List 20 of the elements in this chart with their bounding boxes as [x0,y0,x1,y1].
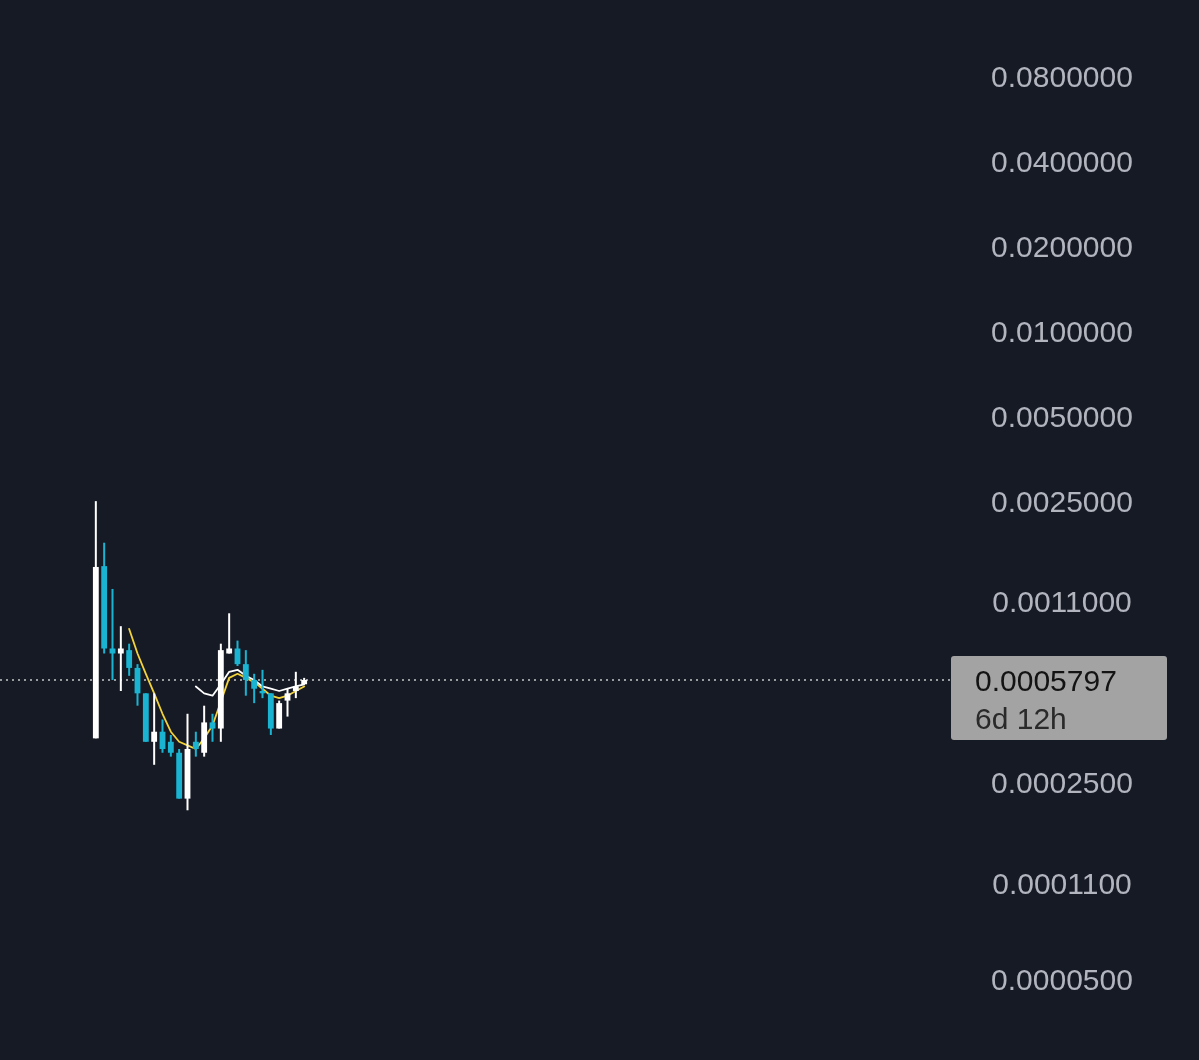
y-tick-label: 0.0050000 [991,399,1133,433]
y-tick-label: 0.0200000 [991,230,1133,264]
line-series [128,628,306,750]
y-tick-label: 0.0002500 [991,766,1133,800]
y-tick-label: 0.0000500 [991,963,1133,997]
candlestick [126,642,133,677]
y-tick-label: 0.0800000 [991,60,1133,94]
ref-line-label: 0.0005797 [975,663,1117,697]
y-tick-label: 0.0011000 [992,585,1132,619]
candlestick [251,672,258,705]
text: 6d 12h [975,701,1067,735]
candlestick [151,692,158,766]
y-tick-label: 0.0025000 [991,484,1133,518]
candlestick [209,712,216,743]
candlestick [167,733,174,758]
y-tick-label: 0.0100000 [991,314,1133,348]
y-tick-label: 0.0400000 [991,145,1133,179]
candlestick [242,649,249,697]
candlestick [192,730,199,758]
y-tick-label: 0.0001100 [992,866,1132,900]
